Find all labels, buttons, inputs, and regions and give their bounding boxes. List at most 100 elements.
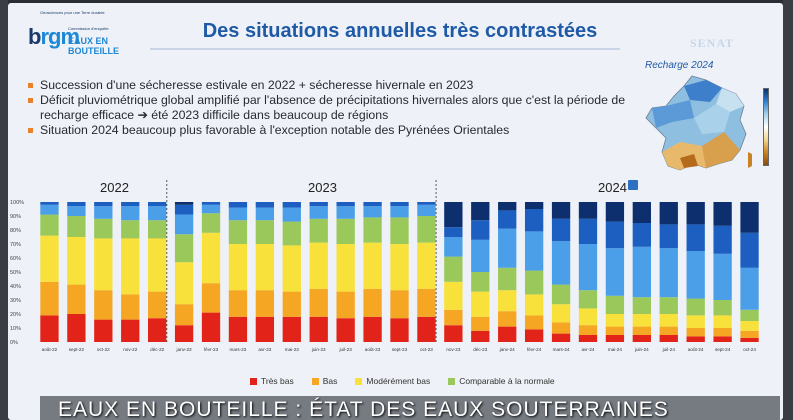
bar-segment [444,309,463,326]
x-tick-label: sept-22 [69,347,85,352]
logo-event: EAUX EN BOUTEILLE [68,36,119,56]
bar-segment [309,202,328,207]
bar-segment [659,202,678,225]
bar-segment [255,220,275,244]
left-bezel [0,0,8,420]
bar-segment [713,336,732,342]
bar-segment [148,318,167,342]
bar-segment [228,316,248,342]
bar-segment [632,223,651,247]
y-tick-label: 60% [10,256,21,262]
bar-segment [713,253,732,300]
senat-watermark: SENAT [690,36,735,50]
bar-segment [94,202,113,207]
bar-segment [632,326,651,335]
bar-segment [390,217,409,244]
bar-segment [309,288,328,317]
bar-segment [201,202,221,205]
bar-segment [228,244,248,291]
bar-segment [471,291,490,317]
y-tick-label: 100% [10,200,24,206]
bar-segment [740,321,759,331]
x-tick-label: juil-24 [662,347,676,352]
bar-segment [632,335,651,342]
x-tick-label: juin-24 [634,347,649,352]
bar-segment [336,318,355,342]
y-tick-label: 10% [10,326,21,332]
bar-segment [121,206,140,221]
bar-segment [390,290,409,319]
bar-segment [471,272,490,292]
bar-segment [174,204,194,215]
bar-segment [713,315,732,328]
x-tick-label: nov-22 [123,347,137,352]
bar-segment [605,326,625,335]
x-tick-label: janv-23 [176,347,193,352]
x-tick-label: oct-24 [743,347,756,352]
bar-segment [632,202,651,223]
slide-title: Des situations annuelles très contrastée… [202,20,598,42]
bar-segment [390,202,409,207]
legend-swatch-comparable [448,377,456,385]
bar-segment [363,202,382,207]
bar-segment [363,206,382,218]
bar-segment [67,284,86,314]
bar-segment [417,288,436,317]
bar-segment [67,237,86,285]
y-tick-label: 70% [10,242,21,248]
year-label: 2022 [100,180,129,195]
bar-segment [498,210,517,229]
bar-segment [309,316,328,342]
bar-segment [148,206,167,221]
bullet-list: Succession d'une sécheresse estivale en … [28,78,628,138]
chart-legend: Très bas Bas Modérément bas Comparable à… [250,376,555,386]
bar-segment [282,207,301,222]
logo-tagline: Géosciences pour une Terre durable [40,10,105,15]
bar-segment [659,314,678,327]
bar-segment [740,232,759,268]
bar-segment [148,202,167,207]
y-tick-label: 20% [10,312,21,318]
bar-segment [659,297,678,314]
bar-segment [228,220,248,244]
bar-segment [148,220,167,239]
logo-brand: brgm [28,24,80,49]
bar-segment [551,241,571,285]
bar-segment [632,246,651,298]
bar-segment [524,329,544,342]
bar-segment [336,291,355,319]
bar-segment [659,248,678,298]
legend-item-bas: Bas [311,376,337,386]
y-tick-label: 30% [10,298,21,304]
bar-segment [578,325,598,335]
bar-segment [417,316,436,342]
caption-text: EAUX EN BOUTEILLE : ÉTAT DES EAUX SOUTER… [58,398,669,420]
bar-segment [363,288,382,317]
map-label: Recharge 2024 [645,60,714,71]
year-label: 2023 [308,180,337,195]
bar-segment [444,281,463,310]
title-divider [150,48,620,50]
bar-segment [551,202,571,219]
bar-segment [578,335,598,342]
bar-segment [121,294,140,320]
bar-segment [713,328,732,337]
x-tick-label: sept-23 [392,347,408,352]
bullet-item: Succession d'une sécheresse estivale en … [28,78,628,93]
legend-item-tres-bas: Très bas [250,376,294,386]
bar-segment [174,234,194,263]
bar-segment [498,311,517,327]
right-bezel [783,0,793,420]
bar-segment [686,336,705,342]
caption-banner [40,396,780,420]
bar-segment [40,204,59,215]
bar-segment [551,304,571,323]
bar-segment [498,267,517,291]
bar-segment [713,202,732,226]
bar-segment [40,315,59,342]
bar-segment [201,283,221,313]
bar-segment [498,202,517,211]
bar-segment [282,316,301,342]
x-tick-label: janv-24 [499,347,516,352]
bar-segment [363,217,382,243]
